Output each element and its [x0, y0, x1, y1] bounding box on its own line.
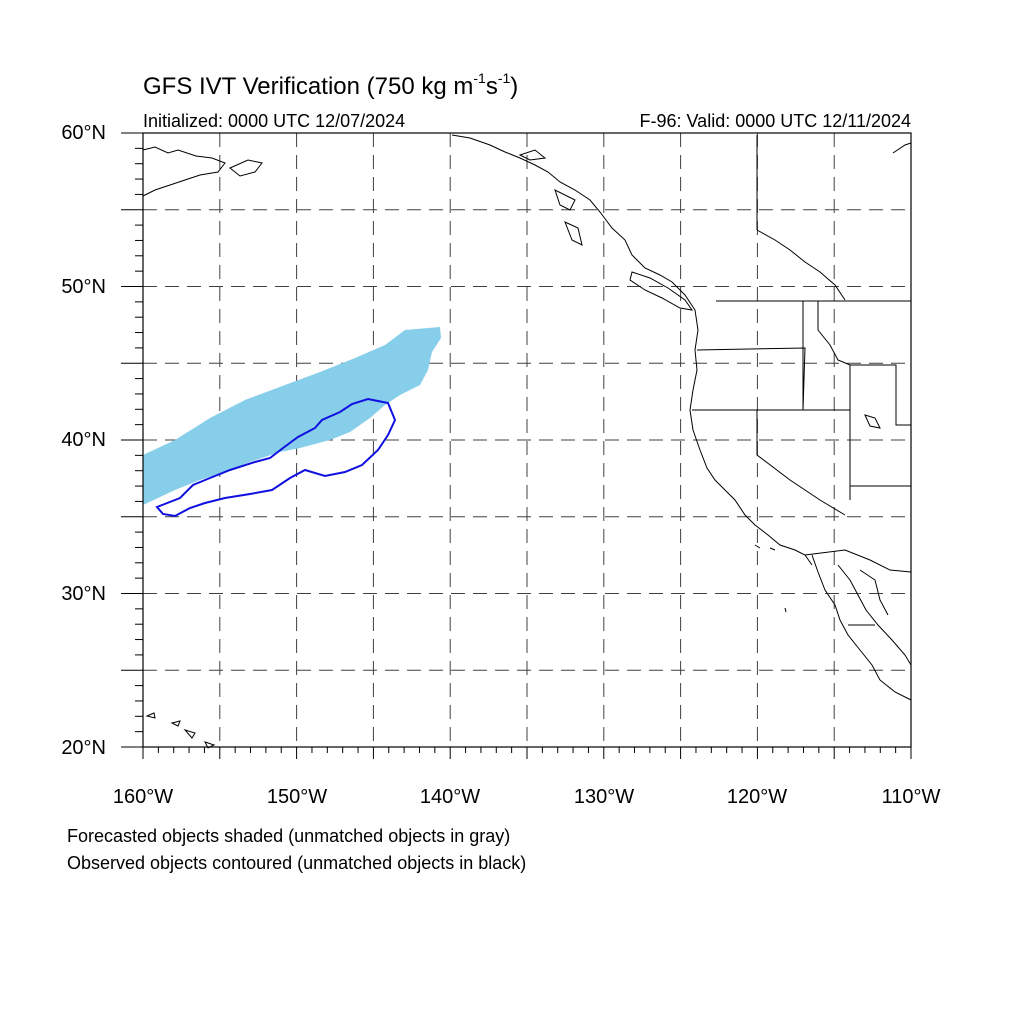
observed-object-contour	[155, 397, 397, 518]
lon-label-160w: 160°W	[112, 786, 174, 808]
initialized-time: Initialized: 0000 UTC 12/07/2024	[143, 111, 406, 131]
legend-forecast-note: Forecasted objects shaded (unmatched obj…	[67, 826, 511, 846]
axis-ticks	[121, 132, 912, 759]
lat-label-20n: 20°N	[61, 737, 106, 759]
chart-title: GFS IVT Verification (750 kg m-1s-1)	[143, 70, 519, 100]
coastlines	[142, 134, 912, 749]
lat-label-30n: 30°N	[61, 583, 106, 605]
political-boundaries	[692, 135, 912, 626]
lat-label-40n: 40°N	[61, 429, 106, 451]
lat-label-50n: 50°N	[61, 276, 106, 298]
forecast-object	[143, 327, 441, 505]
lon-label-140w: 140°W	[419, 786, 481, 808]
legend-observed-note: Observed objects contoured (unmatched ob…	[67, 853, 527, 873]
lon-label-130w: 130°W	[573, 786, 635, 808]
valid-time: F-96: Valid: 0000 UTC 12/11/2024	[639, 111, 912, 131]
lon-label-110w: 110°W	[881, 786, 941, 808]
lon-label-150w: 150°W	[266, 786, 328, 808]
gridlines	[143, 133, 911, 747]
lat-label-60n: 60°N	[61, 122, 106, 144]
lon-label-120w: 120°W	[726, 786, 788, 808]
